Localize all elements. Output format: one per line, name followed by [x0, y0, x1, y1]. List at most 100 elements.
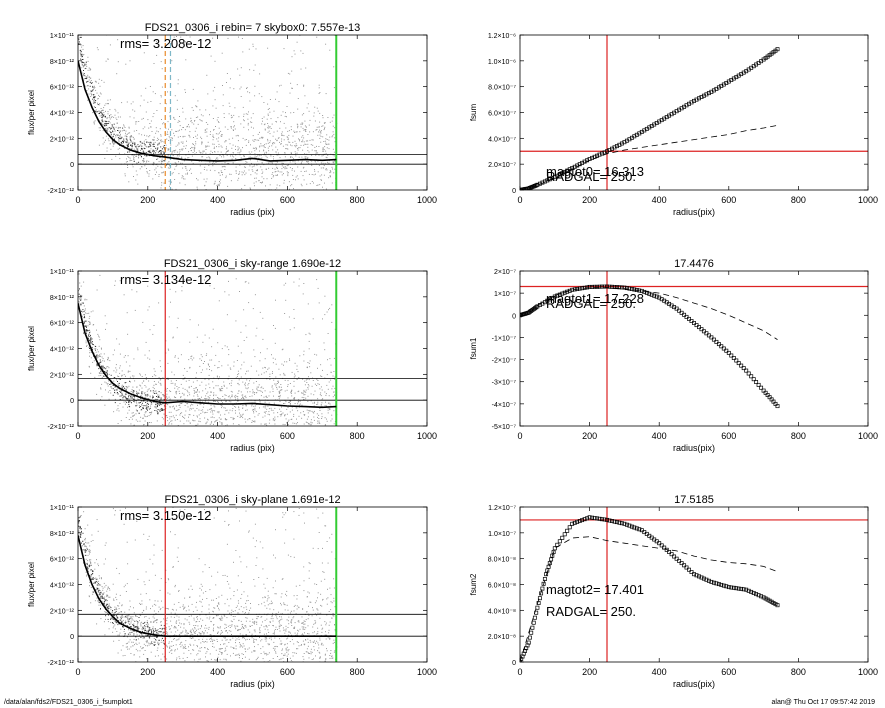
scatter-point	[165, 388, 167, 390]
scatter-point	[250, 198, 251, 199]
scatter-point	[291, 184, 293, 186]
scatter-point	[290, 400, 292, 402]
scatter-point	[313, 405, 315, 407]
scatter-point	[201, 647, 203, 649]
scatter-point	[333, 172, 335, 174]
scatter-point	[205, 152, 207, 154]
scatter-point	[147, 357, 149, 359]
data-marker	[746, 371, 751, 376]
scatter-point	[293, 309, 295, 310]
scatter-point	[320, 216, 321, 217]
scatter-point	[317, 642, 319, 644]
scatter-point	[187, 446, 188, 447]
scatter-point	[180, 397, 182, 399]
scatter-point	[323, 671, 324, 672]
scatter-point	[117, 387, 119, 389]
scatter-point	[302, 122, 304, 124]
scatter-point	[305, 379, 307, 381]
scatter-point	[232, 408, 234, 410]
scatter-point	[281, 133, 283, 135]
scatter-point	[135, 155, 137, 157]
scatter-point	[271, 177, 273, 179]
scatter-point	[320, 386, 322, 388]
scatter-point	[125, 438, 126, 439]
scatter-point	[188, 392, 190, 394]
scatter-point	[265, 456, 266, 457]
scatter-point	[167, 420, 169, 422]
scatter-point	[108, 373, 110, 375]
scatter-point	[163, 145, 165, 146]
data-marker	[597, 152, 602, 157]
scatter-point	[187, 395, 189, 397]
scatter-point	[304, 125, 306, 127]
scatter-point	[146, 155, 148, 157]
scatter-point	[289, 161, 291, 163]
scatter-point	[240, 352, 242, 354]
scatter-point	[162, 377, 164, 379]
scatter-point	[147, 400, 149, 402]
scatter-point	[280, 143, 282, 145]
scatter-point	[262, 416, 264, 418]
scatter-point	[165, 103, 167, 105]
scatter-point	[263, 191, 264, 192]
scatter-point	[213, 611, 214, 613]
scatter-point	[103, 124, 105, 126]
scatter-point	[95, 100, 97, 101]
scatter-point	[91, 338, 93, 340]
scatter-point	[165, 400, 167, 402]
scatter-point	[278, 101, 280, 103]
scatter-point	[96, 349, 98, 351]
scatter-point	[263, 178, 265, 180]
scatter-point	[284, 166, 286, 168]
scatter-point	[291, 70, 293, 72]
scatter-point	[145, 377, 147, 378]
scatter-point	[291, 409, 293, 411]
scatter-point	[83, 314, 85, 316]
scatter-point	[212, 328, 214, 330]
scatter-point	[295, 423, 297, 425]
scatter-point	[237, 134, 239, 136]
scatter-point	[186, 389, 188, 391]
scatter-point	[104, 371, 105, 372]
scatter-point	[81, 61, 82, 63]
scatter-point	[315, 129, 317, 131]
scatter-point	[85, 77, 86, 79]
scatter-point	[92, 344, 94, 346]
scatter-point	[150, 148, 152, 150]
scatter-point	[301, 622, 303, 624]
scatter-point	[212, 161, 214, 163]
scatter-point	[141, 382, 143, 384]
scatter-point	[203, 169, 205, 170]
data-marker	[560, 291, 565, 296]
scatter-point	[123, 142, 124, 144]
scatter-point	[278, 392, 280, 394]
scatter-point	[127, 151, 129, 153]
scatter-point	[308, 173, 310, 175]
scatter-point	[231, 147, 233, 149]
scatter-point	[294, 375, 296, 377]
scatter-point	[198, 192, 199, 193]
scatter-point	[308, 379, 310, 381]
scatter-point	[273, 325, 274, 326]
scatter-point	[254, 164, 255, 166]
scatter-point	[149, 143, 151, 145]
scatter-point	[283, 374, 285, 376]
scatter-point	[183, 145, 185, 147]
scatter-point	[171, 416, 173, 418]
scatter-point	[319, 184, 321, 186]
scatter-point	[113, 139, 115, 140]
scatter-point	[135, 661, 137, 662]
scatter-point	[163, 152, 165, 154]
data-marker	[729, 353, 734, 358]
scatter-point	[155, 383, 157, 385]
scatter-point	[221, 348, 223, 350]
scatter-point	[296, 145, 298, 146]
scatter-point	[188, 632, 189, 634]
scatter-point	[171, 137, 173, 139]
scatter-point	[267, 147, 269, 149]
scatter-point	[86, 329, 88, 331]
scatter-point	[100, 110, 102, 112]
scatter-point	[259, 158, 261, 160]
scatter-point	[86, 76, 88, 78]
y-tick-label: -3×10⁻⁷	[492, 380, 517, 387]
